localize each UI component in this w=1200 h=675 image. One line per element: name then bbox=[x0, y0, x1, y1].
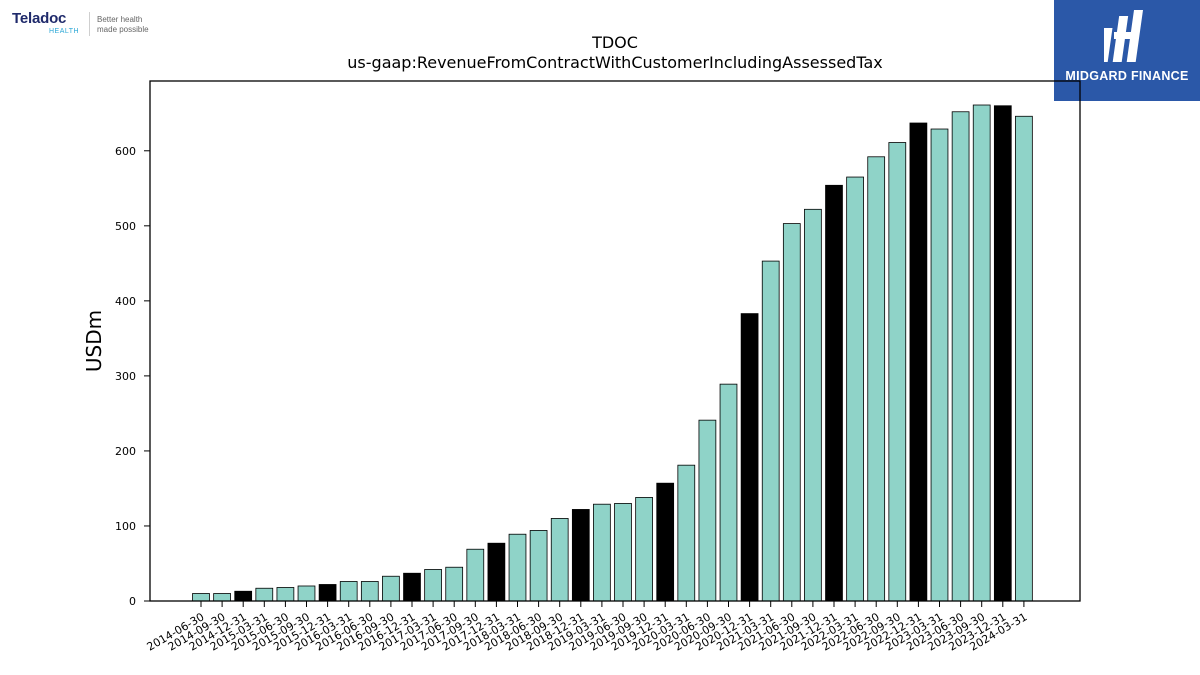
brand-divider bbox=[89, 12, 90, 36]
chart-title: TDOC bbox=[592, 33, 638, 52]
brand-tagline-line2: made possible bbox=[97, 25, 149, 34]
bar-2014-06-30 bbox=[192, 593, 210, 602]
teladoc-health-logo: Teladoc HEALTH Better health made possib… bbox=[12, 10, 172, 40]
bar-2015-03-31 bbox=[255, 587, 274, 602]
bar-2016-03-31 bbox=[339, 581, 358, 602]
bar-2017-12-31 bbox=[487, 542, 506, 602]
bar-2019-06-30 bbox=[614, 503, 632, 602]
y-tick-label: 400 bbox=[115, 295, 136, 308]
bar-2023-06-30 bbox=[951, 111, 970, 602]
bar-2021-09-30 bbox=[804, 208, 822, 602]
bar-2016-09-30 bbox=[382, 575, 400, 602]
bar-2023-03-31 bbox=[930, 128, 949, 602]
chart-title-block: TDOC us-gaap:RevenueFromContractWithCust… bbox=[150, 33, 1080, 73]
bar-2019-09-30 bbox=[635, 497, 653, 602]
bar-2018-09-30 bbox=[550, 518, 569, 602]
brand-sub: HEALTH bbox=[49, 28, 80, 35]
bar-2020-09-30 bbox=[719, 383, 738, 602]
bar-2024-03-31 bbox=[1015, 115, 1033, 602]
bar-2021-03-31 bbox=[761, 260, 780, 602]
brand-tagline-line1: Better health bbox=[97, 15, 143, 24]
bar-2022-09-30 bbox=[888, 142, 907, 602]
plot-frame bbox=[149, 80, 1081, 602]
midgard-logo-icon bbox=[1104, 10, 1143, 62]
bar-2014-12-31 bbox=[234, 590, 253, 602]
bar-2019-12-31 bbox=[656, 482, 675, 602]
bar-2017-06-30 bbox=[445, 566, 464, 602]
bar-2022-03-31 bbox=[846, 176, 864, 602]
y-axis-label: USDm bbox=[82, 310, 106, 372]
publisher-name: MIDGARD FINANCE bbox=[1065, 69, 1189, 83]
bar-2020-12-31 bbox=[740, 313, 759, 602]
bar-2014-09-30 bbox=[213, 593, 231, 602]
bar-2016-12-31 bbox=[403, 572, 421, 602]
bar-2022-12-31 bbox=[909, 122, 928, 602]
bar-2015-09-30 bbox=[297, 585, 316, 602]
midgard-finance-badge: MIDGARD FINANCE bbox=[1054, 0, 1200, 101]
bar-2018-03-31 bbox=[508, 533, 527, 602]
bar-2018-06-30 bbox=[529, 530, 548, 602]
brand-tagline: Better health made possible bbox=[97, 15, 149, 35]
bar-2017-09-30 bbox=[466, 548, 485, 602]
bar-2020-03-31 bbox=[677, 464, 696, 602]
bar-2015-12-31 bbox=[318, 584, 337, 602]
y-tick-label: 0 bbox=[129, 595, 136, 608]
y-tick-label: 600 bbox=[115, 145, 136, 158]
bar-2023-09-30 bbox=[972, 104, 991, 602]
bar-2021-06-30 bbox=[782, 223, 801, 602]
y-tick-label: 200 bbox=[115, 445, 136, 458]
brand-name: Teladoc bbox=[12, 10, 67, 27]
bar-2023-12-31 bbox=[993, 105, 1012, 602]
bar-2022-06-30 bbox=[867, 156, 886, 602]
y-tick-label: 300 bbox=[115, 370, 136, 383]
bar-2021-12-31 bbox=[825, 184, 843, 602]
bar-2016-06-30 bbox=[360, 581, 379, 602]
bar-2018-12-31 bbox=[571, 509, 590, 602]
bar-2019-03-31 bbox=[593, 503, 611, 602]
chart-subtitle: us-gaap:RevenueFromContractWithCustomerI… bbox=[347, 53, 883, 72]
bar-2015-06-30 bbox=[276, 587, 295, 602]
bar-2017-03-31 bbox=[424, 569, 442, 602]
bar-2020-06-30 bbox=[698, 419, 717, 602]
y-tick-label: 100 bbox=[115, 520, 136, 533]
y-tick-label: 500 bbox=[115, 220, 136, 233]
